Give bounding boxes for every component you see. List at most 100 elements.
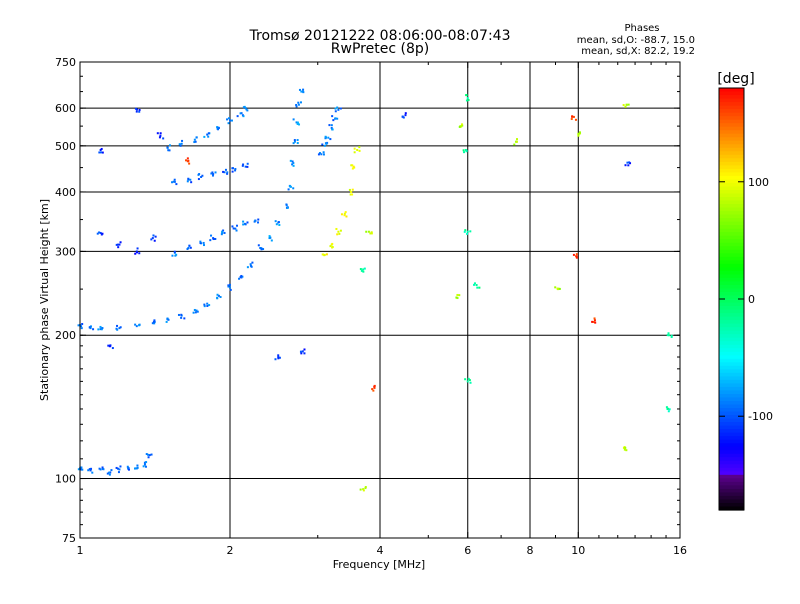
echo-point-cluster [193,141,196,144]
echo-point-cluster [628,161,631,164]
echo-point-cluster [278,356,281,359]
colorbar-segment [719,443,744,448]
echo-point-cluster [116,467,119,470]
echo-point-cluster [297,101,300,104]
echo-point-cluster [324,135,327,138]
colorbar-segment [719,225,744,230]
echo-point-cluster [275,223,278,226]
colorbar-segment [719,457,744,462]
colorbar-segment [719,119,744,124]
echo-point [244,165,247,168]
stats-line-x: mean, sd,X: 82.2, 19.2 [581,46,695,57]
echo-point-cluster [242,220,245,223]
echo-point-cluster [162,137,165,140]
echo-point-cluster [234,169,237,172]
echo-point-cluster [575,256,578,259]
echo-point [229,119,231,122]
colorbar-segment [719,309,744,314]
echo-point [89,469,92,472]
echo-point-cluster [183,317,186,320]
colorbar-segment [719,137,744,142]
colorbar-segment [719,151,744,156]
echo-point-cluster [323,254,326,257]
echo-point-cluster [348,188,351,191]
echo-point-cluster [667,332,670,335]
echo-point-cluster [240,276,243,279]
colorbar-segment [719,270,744,275]
colorbar-segment [719,182,744,188]
colorbar-segment [719,179,744,184]
echo-point-cluster [227,284,230,287]
echo-point-cluster [136,247,139,250]
colorbar-segment [719,168,744,173]
echo-point-cluster [293,139,296,142]
echo-point-cluster [108,345,111,348]
echo-point-cluster [178,143,181,146]
echo-point-cluster [236,115,239,118]
echo-point-cluster [358,146,361,149]
echo-point-cluster [262,248,265,251]
echo-point-cluster [364,487,367,490]
echo-point-cluster [199,240,202,243]
echo-point-cluster [353,151,356,154]
echo-point-cluster [214,171,217,174]
chart-title: Tromsø 20121222 08:06:00-08:07:43 [249,28,511,44]
echo-point-cluster [97,328,100,331]
echo-point-cluster [226,172,229,175]
echo-point-cluster [202,244,205,247]
echo-point-cluster [111,347,114,350]
colorbar-segment [719,281,744,286]
echo-point [206,133,209,136]
echo-point-cluster [133,467,136,470]
echo-point-cluster [198,173,201,176]
echo-point [259,247,262,250]
echo-point-cluster [250,265,253,268]
echo-point-cluster [138,110,141,113]
echo-point-cluster [370,232,373,235]
echo-point-cluster [371,388,374,391]
echo-point-cluster [625,449,628,452]
colorbar-segment [719,161,744,166]
echo-point-cluster [291,160,294,163]
echo-point-cluster [402,116,405,119]
echo-point-cluster [231,170,234,173]
echo-point-cluster [336,106,339,109]
echo-point-cluster [142,465,145,468]
echo-point-cluster [461,124,464,127]
echo-point-cluster [622,446,625,449]
echo-point [206,302,209,305]
echo-point-cluster [296,139,299,142]
echo-point-cluster [135,251,138,254]
echo-point-cluster [240,274,243,277]
echo-point-cluster [194,140,197,143]
colorbar-segment [719,495,744,501]
echo-point-cluster [513,143,516,146]
echo-point-cluster [298,123,301,126]
echo-point-cluster [175,253,178,256]
colorbar-segment [719,460,744,465]
colorbar-segment [719,211,744,216]
x-tick-label: 10 [571,544,585,557]
echo-point-cluster [90,467,93,470]
echo-point-cluster [556,287,559,290]
echo-point-cluster [186,160,189,163]
echo-point-cluster [138,252,141,255]
echo-point [292,162,295,165]
echo-point-cluster [325,253,328,256]
echo-point-cluster [92,328,95,331]
echo-point-cluster [116,328,119,331]
colorbar-tick-label: -100 [748,410,773,423]
echo-point-cluster [464,229,467,232]
echo-point-cluster [172,180,175,183]
colorbar-segment [719,256,744,261]
echo-point-cluster [243,222,246,225]
echo-point-cluster [203,305,206,308]
echo-point-cluster [578,131,581,134]
echo-point-cluster [117,471,120,474]
echo-point-cluster [624,446,627,449]
echo-point-cluster [335,227,338,230]
echo-point [572,115,575,118]
echo-point-cluster [343,214,346,217]
echo-point-cluster [469,381,472,384]
echo-point [151,322,154,325]
